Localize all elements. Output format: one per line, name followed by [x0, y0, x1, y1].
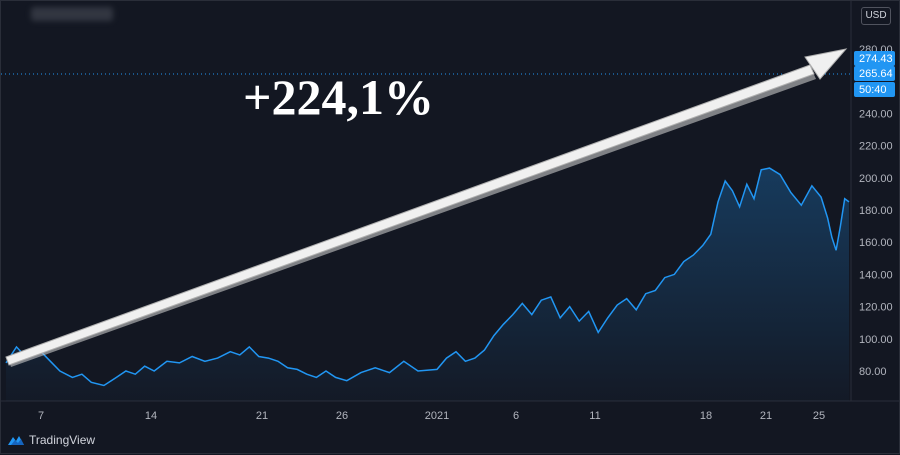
price-tag-prev-text: 265.64: [859, 68, 893, 80]
y-tick-label: 140.00: [859, 269, 893, 281]
x-tick-label: 18: [700, 410, 712, 422]
price-tag-last-text: 274.43: [859, 53, 893, 65]
price-tag-prev: 265.64: [854, 66, 895, 81]
y-tick-label: 160.00: [859, 237, 893, 249]
y-tick-label: 220.00: [859, 141, 893, 153]
x-tick-label: 2021: [425, 410, 449, 422]
y-tick-label: 240.00: [859, 108, 893, 120]
y-tick-label: 100.00: [859, 334, 893, 346]
x-tick-label: 14: [145, 410, 157, 422]
tradingview-brand-label[interactable]: TradingView: [29, 433, 96, 447]
y-axis: 80.00 100.00 120.00 140.00 160.00 180.00 200.0…: [859, 44, 893, 378]
y-tick-label: 80.00: [859, 366, 887, 378]
footer: TradingView: [1, 427, 899, 453]
currency-label[interactable]: USD: [861, 7, 891, 25]
price-tag-countdown-text: 50:40: [859, 84, 887, 96]
x-tick-label: 25: [813, 410, 825, 422]
x-tick-label: 11: [589, 410, 600, 422]
x-tick-label: 21: [256, 410, 268, 422]
price-tag-countdown: 50:40: [854, 82, 895, 97]
y-tick-label: 180.00: [859, 205, 893, 217]
y-tick-label: 120.00: [859, 302, 893, 314]
x-tick-label: 6: [513, 410, 519, 422]
y-tick-label: 200.00: [859, 173, 893, 185]
percent-change-annotation: +224,1%: [243, 69, 434, 125]
price-tag-last: 274.43: [854, 51, 895, 66]
tradingview-logo-icon[interactable]: [7, 434, 25, 446]
x-tick-label: 7: [38, 410, 44, 422]
series-area-fill: [6, 168, 849, 401]
x-tick-label: 21: [760, 410, 772, 422]
trend-arrow: [5, 48, 848, 367]
series-line: [5, 167, 850, 387]
x-tick-label: 26: [336, 410, 348, 422]
price-tags: 274.43 265.64 50:40: [854, 51, 895, 97]
symbol-title-blurred: [31, 7, 113, 21]
x-axis: 7 14 21 26 2021 6 11 18 21 25: [38, 410, 825, 422]
